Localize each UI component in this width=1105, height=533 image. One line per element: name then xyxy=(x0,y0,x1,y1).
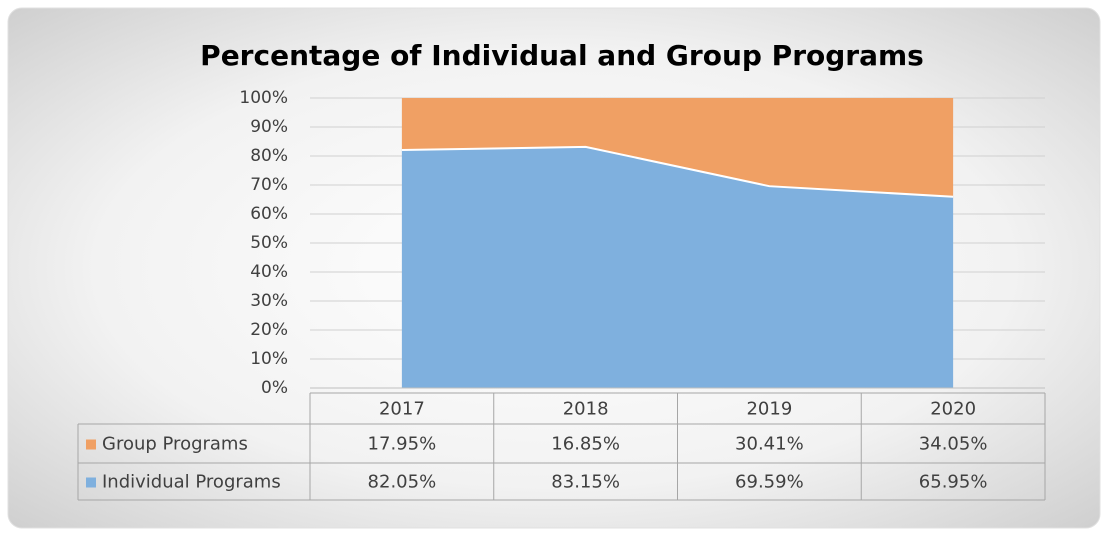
data-label: 69.59% xyxy=(735,472,804,493)
x-tick-label: 2019 xyxy=(746,399,792,420)
legend-key xyxy=(86,477,96,488)
area xyxy=(401,98,954,197)
y-tick-label: 40% xyxy=(250,262,288,282)
data-label: 16.85% xyxy=(551,434,620,455)
y-tick-label: 90% xyxy=(250,117,288,137)
y-tick-label: 20% xyxy=(250,320,288,340)
data-label: 30.41% xyxy=(735,434,804,455)
area xyxy=(401,146,954,388)
area-boundary xyxy=(401,145,954,198)
y-tick-label: 50% xyxy=(250,233,288,253)
y-tick-label: 80% xyxy=(250,146,288,166)
x-tick-label: 2017 xyxy=(379,399,425,420)
y-tick-label: 30% xyxy=(250,291,288,311)
data-label: 83.15% xyxy=(551,472,620,493)
data-label: 65.95% xyxy=(919,472,988,493)
chart-title: Percentage of Individual and Group Progr… xyxy=(200,39,924,72)
y-tick-label: 60% xyxy=(250,204,288,224)
y-tick-label: 100% xyxy=(239,88,288,108)
legend-label: Group Programs xyxy=(102,434,248,455)
legend-label: Individual Programs xyxy=(102,472,281,493)
x-tick-label: 2020 xyxy=(930,399,976,420)
x-tick-label: 2018 xyxy=(563,399,609,420)
data-label: 82.05% xyxy=(368,472,437,493)
y-tick-label: 10% xyxy=(250,349,288,369)
legend-key xyxy=(86,439,96,450)
y-tick-label: 0% xyxy=(261,378,288,398)
data-label: 34.05% xyxy=(919,434,988,455)
data-label: 17.95% xyxy=(368,434,437,455)
y-tick-label: 70% xyxy=(250,175,288,195)
